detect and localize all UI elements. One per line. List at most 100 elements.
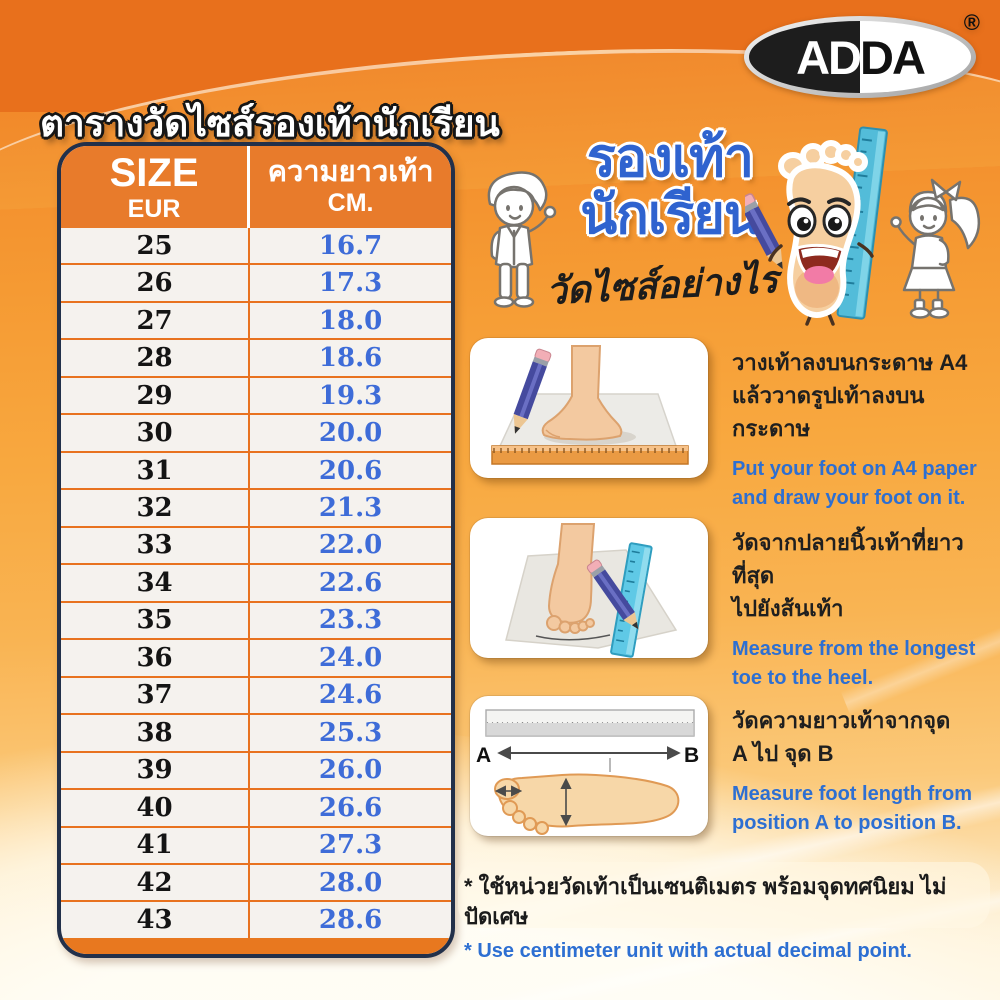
step-1-english-line2: and draw your foot on it. xyxy=(732,487,966,509)
length-unit-label: CM. xyxy=(327,189,374,217)
step-3-thai-line2: A ไป จุด B xyxy=(732,741,834,766)
hero-title: รองเท้า นักเรียน xyxy=(552,130,788,244)
step-3-image-card: A B xyxy=(470,696,708,836)
size-eur-value: 39 xyxy=(61,752,251,789)
page-title: ตารางวัดไซส์รองเท้านักเรียน xyxy=(40,103,500,144)
foot-length-cm-value: 24.0 xyxy=(318,642,383,673)
table-row: 28 18.6 xyxy=(61,338,451,376)
foot-length-cm-value: 28.6 xyxy=(318,905,383,936)
table-row: 41 27.3 xyxy=(61,825,451,863)
foot-length-cm-value: 25.3 xyxy=(318,717,383,748)
hero-title-line1: รองเท้า xyxy=(586,128,754,188)
size-label: SIZE xyxy=(109,150,199,195)
foot-length-cm-value: 26.0 xyxy=(318,755,383,786)
footnote-english: * Use centimeter unit with actual decima… xyxy=(464,940,912,962)
table-row: 42 28.0 xyxy=(61,862,451,901)
foot-tracing-illustration xyxy=(491,345,689,465)
table-row: 31 20.6 xyxy=(61,450,451,489)
step-3-text: วัดความยาวเท้าจากจุด A ไป จุด B Measure … xyxy=(732,696,988,838)
foot-length-cm-value: 24.6 xyxy=(318,680,383,711)
hero-title-line2: นักเรียน xyxy=(580,185,761,245)
measure-toe-to-heel-illustration xyxy=(505,523,678,658)
foot-length-cm-value: 20.0 xyxy=(318,418,383,449)
size-eur-value: 36 xyxy=(61,640,251,676)
foot-length-cm-value: 17.3 xyxy=(318,268,383,299)
size-eur-value: 31 xyxy=(61,452,251,489)
table-row: 33 22.0 xyxy=(61,525,451,564)
registered-trademark-symbol: ® xyxy=(963,10,980,35)
size-table-header-length: ความยาวเท้า CM. xyxy=(250,146,451,228)
foot-length-cm-value: 23.3 xyxy=(318,605,383,636)
foot-length-cm-value: 28.0 xyxy=(318,867,383,898)
size-eur-value: 27 xyxy=(61,302,251,339)
table-row: 43 28.6 xyxy=(61,900,451,938)
step-3-thai-line1: วัดความยาวเท้าจากจุด xyxy=(732,708,951,733)
foot-length-cm-value: 21.3 xyxy=(318,493,383,524)
step-2-thai-line2: ไปยังส้นเท้า xyxy=(732,596,844,621)
table-row: 27 18.0 xyxy=(61,300,451,339)
foot-length-cm-value: 19.3 xyxy=(318,380,383,411)
size-unit-label: EUR xyxy=(127,194,181,223)
size-eur-value: 38 xyxy=(61,715,251,751)
foot-length-cm-value: 18.6 xyxy=(318,343,383,374)
table-row: 39 26.0 xyxy=(61,750,451,789)
point-a-label: A xyxy=(476,744,491,767)
table-row: 32 21.3 xyxy=(61,488,451,526)
foot-length-cm-value: 20.6 xyxy=(318,455,383,486)
table-row: 30 20.0 xyxy=(61,413,451,451)
footnote-thai: * ใช้หน่วยวัดเท้าเป็นเซนติเมตร พร้อมจุดท… xyxy=(464,874,947,929)
step-2-text: วัดจากปลายนิ้วเท้าที่ยาวที่สุด ไปยังส้นเ… xyxy=(732,518,988,693)
size-eur-value: 35 xyxy=(61,602,251,639)
step-2-image-card xyxy=(470,518,708,658)
size-eur-value: 43 xyxy=(61,902,251,938)
foot-length-cm-value: 26.6 xyxy=(318,792,383,823)
step-3-english-line2: position A to position B. xyxy=(732,812,962,834)
instruction-step-3: A B วัดความยาวเท้าจากจุด A ไป จุด B Meas… xyxy=(470,696,992,838)
step-2-english-line2: toe to the heel. xyxy=(732,667,874,689)
step-1-english-line1: Put your foot on A4 paper xyxy=(732,458,977,480)
step-1-image-card xyxy=(470,338,708,478)
table-row: 34 22.6 xyxy=(61,563,451,601)
size-eur-value: 26 xyxy=(61,265,251,301)
size-table-body: 25 16.7 26 17.3 27 18.0 28 18.6 xyxy=(61,228,451,938)
size-eur-value: 42 xyxy=(61,864,251,901)
size-table: SIZE EUR ความยาวเท้า CM. 25 16.7 26 17.3 xyxy=(57,142,455,958)
table-row: 38 25.3 xyxy=(61,713,451,751)
step-1-text: วางเท้าลงบนกระดาษ A4 แล้ววาดรูปเท้าลงบนก… xyxy=(732,338,988,513)
size-eur-value: 40 xyxy=(61,790,251,826)
adda-logo: AD DA ® xyxy=(744,10,980,98)
table-row: 26 17.3 xyxy=(61,263,451,301)
instruction-step-1: วางเท้าลงบนกระดาษ A4 แล้ววาดรูปเท้าลงบนก… xyxy=(470,338,992,513)
size-eur-value: 25 xyxy=(61,228,251,264)
foot-length-cm-value: 16.7 xyxy=(318,230,383,261)
footnote: * ใช้หน่วยวัดเท้าเป็นเซนติเมตร พร้อมจุดท… xyxy=(458,862,992,966)
instruction-step-2: วัดจากปลายนิ้วเท้าที่ยาวที่สุด ไปยังส้นเ… xyxy=(470,518,992,693)
foot-length-a-to-b-illustration: A B xyxy=(476,709,699,835)
size-table-header-size: SIZE EUR xyxy=(61,146,251,228)
table-row: 35 23.3 xyxy=(61,600,451,639)
table-row: 40 26.6 xyxy=(61,788,451,826)
size-eur-value: 30 xyxy=(61,415,251,451)
foot-length-cm-value: 22.6 xyxy=(318,567,383,598)
foot-length-cm-value: 22.0 xyxy=(318,530,383,561)
foot-length-cm-value: 18.0 xyxy=(318,305,383,336)
size-eur-value: 29 xyxy=(61,377,251,414)
step-1-thai-line1: วางเท้าลงบนกระดาษ A4 xyxy=(732,350,968,375)
table-row: 37 24.6 xyxy=(61,675,451,714)
size-eur-value: 33 xyxy=(61,527,251,564)
point-b-label: B xyxy=(684,744,699,767)
step-2-english-line1: Measure from the longest xyxy=(732,638,976,660)
size-eur-value: 41 xyxy=(61,827,251,863)
table-row: 25 16.7 xyxy=(61,228,451,264)
foot-mascot-with-ruler-illustration xyxy=(745,126,888,326)
size-table-header: SIZE EUR ความยาวเท้า CM. xyxy=(61,146,451,228)
size-eur-value: 28 xyxy=(61,340,251,376)
size-eur-value: 32 xyxy=(61,490,251,526)
table-row: 36 24.0 xyxy=(61,638,451,676)
table-row: 29 19.3 xyxy=(61,375,451,414)
adda-logo-oval: AD DA xyxy=(749,21,971,93)
footnote-background xyxy=(458,862,990,928)
table-bottom-bar xyxy=(61,938,451,954)
size-eur-value: 34 xyxy=(61,565,251,601)
